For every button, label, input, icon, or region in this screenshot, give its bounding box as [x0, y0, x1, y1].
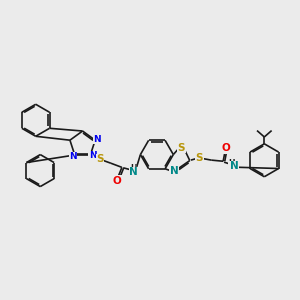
Text: N: N [129, 167, 138, 177]
Text: N: N [230, 161, 239, 171]
Text: S: S [96, 154, 104, 164]
Text: N: N [69, 152, 77, 161]
Text: N: N [170, 166, 178, 176]
Text: S: S [196, 153, 203, 163]
Text: H: H [130, 164, 137, 173]
Text: O: O [221, 143, 230, 153]
Text: H: H [229, 159, 235, 168]
Text: N: N [93, 134, 100, 143]
Text: S: S [178, 143, 185, 153]
Text: N: N [89, 151, 96, 160]
Text: O: O [113, 176, 122, 186]
